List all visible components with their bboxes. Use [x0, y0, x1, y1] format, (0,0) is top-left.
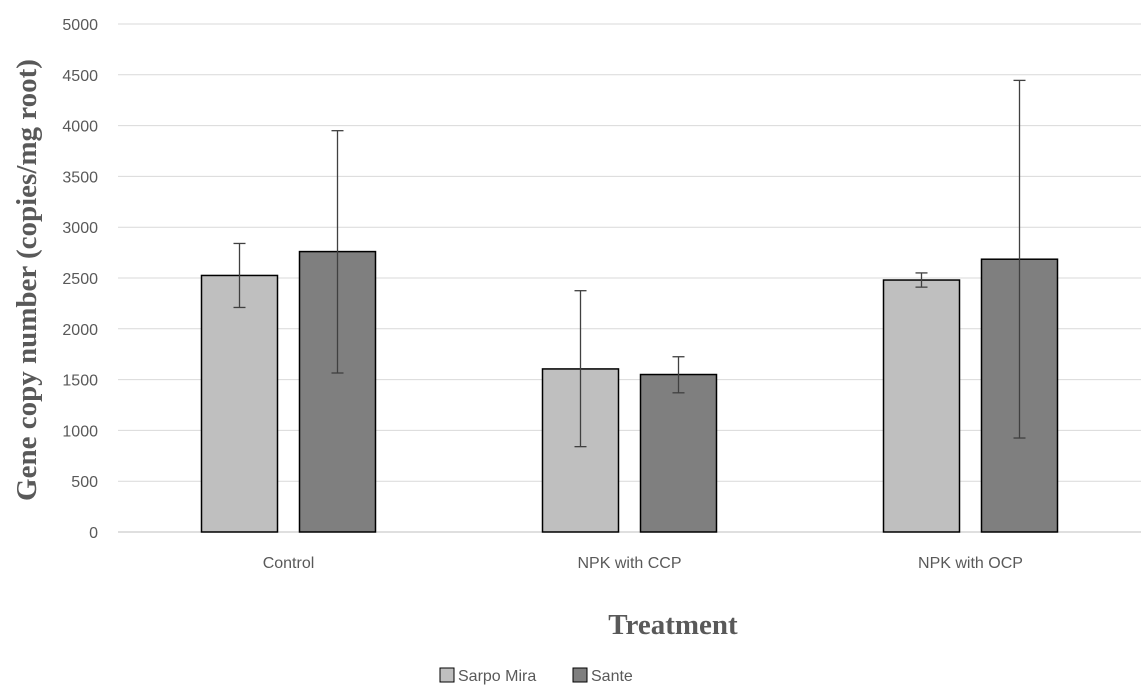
y-tick-label: 500	[71, 474, 98, 491]
y-tick-label: 1500	[62, 373, 98, 390]
error-bar	[1013, 79, 1026, 439]
legend-swatch-sante	[572, 667, 588, 683]
bar	[200, 274, 279, 533]
error-bar	[672, 356, 685, 394]
legend: Sarpo Mira Sante	[439, 667, 633, 685]
y-tick-label: 2000	[62, 322, 98, 339]
error-bar	[331, 130, 344, 374]
x-tick-label: NPK with CCP	[577, 555, 681, 572]
y-axis-title: Gene copy number (copies/mg root)	[11, 59, 43, 501]
x-axis-title: Treatment	[608, 609, 738, 641]
error-bars	[233, 79, 1026, 448]
error-bar	[233, 242, 246, 309]
y-tick-label: 2500	[62, 271, 98, 288]
bar	[882, 279, 961, 533]
y-tick-label: 0	[89, 525, 98, 542]
bars	[200, 250, 1059, 533]
error-bar	[574, 290, 587, 448]
x-tick-labels: Control NPK with CCP NPK with OCP	[263, 555, 1023, 572]
legend-swatch-sarpo-mira	[439, 667, 455, 683]
legend-label-sarpo-mira: Sarpo Mira	[458, 668, 536, 685]
y-tick-label: 3500	[62, 169, 98, 186]
x-tick-label: Control	[263, 555, 315, 572]
y-tick-label: 3000	[62, 220, 98, 237]
gridlines	[118, 23, 1141, 533]
y-tick-label: 5000	[62, 17, 98, 34]
bar	[639, 373, 718, 533]
y-tick-labels: 0 500 1000 1500 2000 2500 3000 3500 4000 4500 5000	[62, 17, 98, 542]
legend-label-sante: Sante	[591, 668, 633, 685]
y-tick-label: 1000	[62, 423, 98, 440]
y-tick-label: 4500	[62, 68, 98, 85]
x-tick-label: NPK with OCP	[918, 555, 1023, 572]
error-bar	[915, 272, 928, 288]
y-tick-label: 4000	[62, 119, 98, 136]
